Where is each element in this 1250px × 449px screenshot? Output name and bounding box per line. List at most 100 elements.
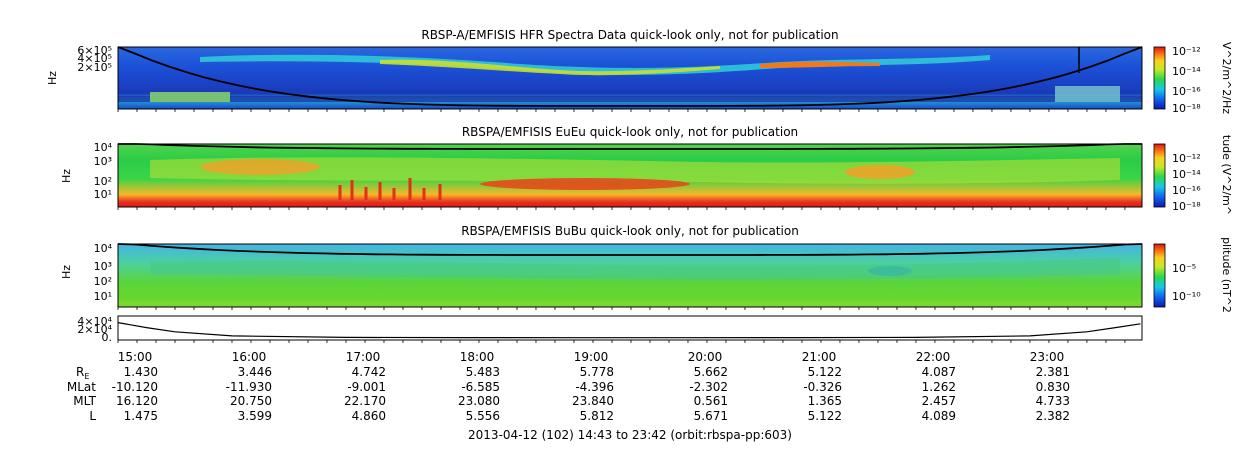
panel3-ytick-4: 10¹ [94, 290, 112, 303]
ephemeris-value: 1.262 [922, 380, 956, 394]
ephemeris-value: -10.120 [112, 380, 158, 394]
ephemeris-value: 1.430 [124, 365, 158, 379]
panel1-title: RBSP-A/EMFISIS HFR Spectra Data quick-lo… [421, 28, 838, 42]
time-label-2: 16:00 [232, 350, 267, 364]
time-label-3: 17:00 [346, 350, 381, 364]
panel3-ytick-1: 10⁴ [94, 242, 113, 255]
ephemeris-row-mlat: -10.120 -11.930 -9.001 -6.585 -4.396 -2.… [112, 380, 1070, 394]
panel3-overlay-curve [117, 243, 1143, 256]
colorbar-1-tick-4: 10⁻¹⁸ [1172, 102, 1201, 115]
ephemeris-value: 22.170 [344, 394, 386, 408]
panel3-ytick-3: 10² [94, 275, 112, 288]
colorbar-2-gradient [1153, 143, 1166, 208]
colorbar-3: 10⁻⁵ 10⁻¹⁰ plitude (nT^2 [1153, 237, 1233, 313]
ephemeris-labels: RE MLat MLT L [67, 365, 97, 423]
ephemeris-value: 23.840 [572, 394, 614, 408]
panel2-overlay-curve [118, 143, 1142, 150]
ephemeris-value: -11.930 [226, 380, 272, 394]
panel3-ylabel: Hz [60, 265, 73, 279]
ephemeris-row-mlt: 16.120 20.750 22.170 23.080 23.840 0.561… [116, 394, 1070, 408]
ephemeris-value: 20.750 [230, 394, 272, 408]
ephemeris-value: 5.662 [694, 365, 728, 379]
ephemeris-value: -2.302 [689, 380, 728, 394]
ephemeris-value: 5.778 [580, 365, 614, 379]
panel1-ytick-1: 6×10⁵ [77, 44, 112, 57]
panel2-title: RBSPA/EMFISIS EuEu quick-look only, not … [462, 125, 798, 139]
ephemeris-value: 3.599 [238, 409, 272, 423]
panel1-low-band [118, 96, 1142, 102]
panel2-ytick-1: 10⁴ [94, 141, 113, 154]
panel2-ytick-4: 10¹ [94, 188, 112, 201]
ephemeris-value: 2.382 [1036, 409, 1070, 423]
panel2-chorus-right [845, 165, 915, 179]
ephemeris-label-mlt: MLT [73, 394, 96, 408]
ephemeris-value: 23.080 [458, 394, 500, 408]
ephemeris-value: 4.733 [1036, 394, 1070, 408]
panel3-spectrogram [117, 243, 1143, 308]
panel4-ytick-1: 4×10⁴ [77, 315, 112, 328]
time-label-1: 15:00 [118, 350, 153, 364]
time-label-8: 22:00 [916, 350, 951, 364]
ephemeris-row-l: 1.475 3.599 4.860 5.556 5.812 5.671 5.12… [124, 409, 1070, 423]
panel1-spectrogram [117, 46, 1143, 110]
time-label-7: 21:00 [802, 350, 837, 364]
panel1-left-feature [150, 92, 230, 102]
ephemeris-value: 5.671 [694, 409, 728, 423]
ephemeris-value: 5.483 [466, 365, 500, 379]
ephemeris-value: 4.860 [352, 409, 386, 423]
panel2-chorus-left [200, 159, 320, 175]
panel1-emission-core [380, 59, 720, 76]
panel2-ytick-3: 10² [94, 175, 112, 188]
panel3-title: RBSPA/EMFISIS BuBu quick-look only, not … [461, 224, 799, 238]
panel1-frame [117, 46, 1143, 110]
ephemeris-value: 5.556 [466, 409, 500, 423]
ephemeris-value: -6.585 [461, 380, 500, 394]
ephemeris-value: 4.087 [922, 365, 956, 379]
panel3-ytick-2: 10³ [94, 260, 112, 273]
time-label-5: 19:00 [574, 350, 609, 364]
colorbar-1-tick-3: 10⁻¹⁶ [1172, 85, 1201, 98]
ephemeris-value: -0.326 [803, 380, 842, 394]
panel1-ylabel: Hz [46, 71, 59, 85]
ephemeris-row-re: 1.430 3.446 4.742 5.483 5.778 5.662 5.12… [124, 365, 1070, 379]
colorbar-2: 10⁻¹² 10⁻¹⁴ 10⁻¹⁶ 10⁻¹⁸ tude (V^2/m^ [1153, 135, 1233, 215]
colorbar-1-tick-1: 10⁻¹² [1172, 45, 1201, 58]
panel1-ytick-2: 4×10⁵ [77, 52, 112, 65]
panel4-frame [117, 315, 1143, 341]
colorbar-1-label: V^2/m^2/Hz [1220, 42, 1233, 114]
ephemeris-value: 1.475 [124, 409, 158, 423]
ephemeris-label-mlat: MLat [67, 380, 96, 394]
ephemeris-value: 5.812 [580, 409, 614, 423]
panel1-emission-hot [760, 61, 880, 68]
colorbar-2-tick-2: 10⁻¹⁴ [1172, 168, 1201, 181]
colorbar-3-gradient [1153, 243, 1166, 308]
ephemeris-value: 1.365 [808, 394, 842, 408]
ephemeris-value: 2.457 [922, 394, 956, 408]
colorbar-3-label: plitude (nT^2 [1220, 237, 1233, 313]
time-label-6: 20:00 [688, 350, 723, 364]
ephemeris-value: 2.381 [1036, 365, 1070, 379]
time-label-9: 23:00 [1030, 350, 1065, 364]
panel2-ylabel: Hz [60, 169, 73, 183]
panel1-ytick-3: 2×10⁵ [77, 61, 112, 74]
ephemeris-value: 16.120 [116, 394, 158, 408]
colorbar-1-gradient [1153, 46, 1166, 110]
panel4-ytick-3: 0. [102, 331, 113, 344]
panel2-frame [117, 143, 1143, 208]
ephemeris-label-re: RE [76, 365, 89, 381]
panel4-lineplot [117, 315, 1143, 341]
panel3-low-edge [118, 301, 1142, 307]
panel1-overlay-curve [117, 46, 1143, 107]
panel2-low-lines [338, 178, 442, 200]
ephemeris-value: 5.122 [808, 409, 842, 423]
colorbar-2-tick-1: 10⁻¹² [1172, 152, 1201, 165]
time-axis: 15:00 16:00 17:00 18:00 19:00 20:00 21:0… [118, 350, 1065, 364]
ephemeris-value: 4.089 [922, 409, 956, 423]
panel3-frame [117, 243, 1143, 308]
colorbar-3-tick-1: 10⁻⁵ [1172, 262, 1196, 275]
panel2-ytick-2: 10³ [94, 155, 112, 168]
ephemeris-value: -4.396 [575, 380, 614, 394]
colorbar-2-tick-4: 10⁻¹⁸ [1172, 200, 1201, 213]
colorbar-2-tick-3: 10⁻¹⁶ [1172, 184, 1201, 197]
